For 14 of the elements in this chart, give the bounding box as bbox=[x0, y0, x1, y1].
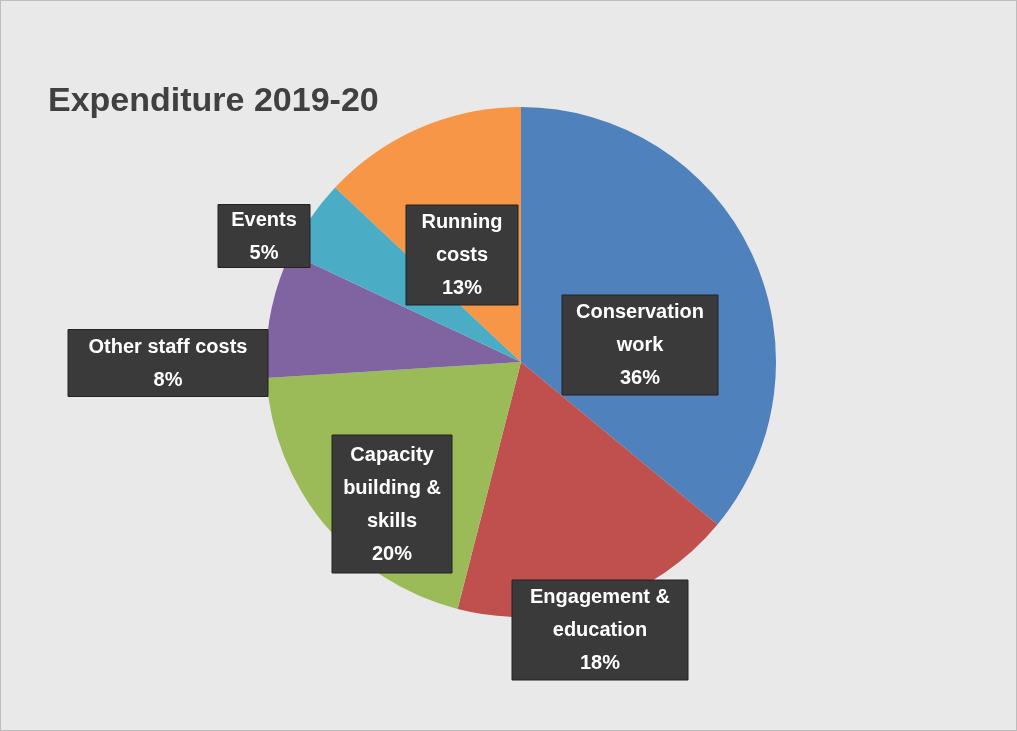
slice-label: Other staff costs bbox=[88, 334, 248, 357]
slice-label: Engagement & education bbox=[529, 585, 671, 640]
chart-title: Expenditure 2019-20 bbox=[48, 80, 379, 118]
data-label: 36% bbox=[619, 366, 661, 388]
slice-label: Capacity building & skills bbox=[343, 442, 441, 531]
slice-label: Running costs bbox=[421, 210, 503, 265]
pie-slice bbox=[457, 362, 718, 617]
slice-label: Events bbox=[231, 207, 297, 230]
data-label: 13% bbox=[441, 276, 483, 298]
data-label: 20% bbox=[371, 541, 413, 564]
data-label: 8% bbox=[153, 367, 183, 390]
slice-label: Conservation work bbox=[576, 300, 704, 355]
data-label: 5% bbox=[249, 240, 279, 263]
data-label: 18% bbox=[579, 651, 621, 673]
